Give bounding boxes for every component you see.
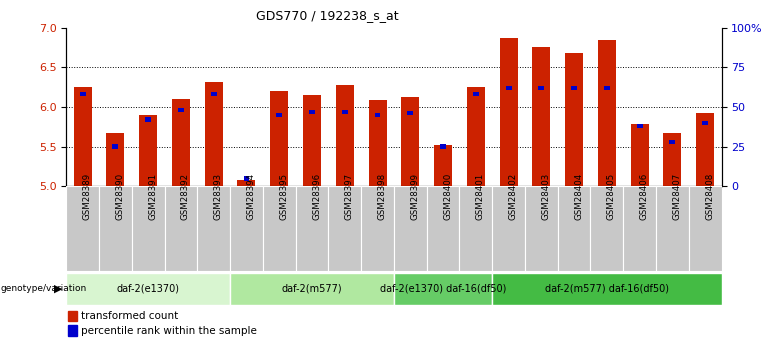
- Text: transformed count: transformed count: [81, 311, 179, 321]
- Text: GSM28406: GSM28406: [640, 173, 649, 220]
- Bar: [139, 115, 158, 186]
- Text: GSM28394: GSM28394: [246, 173, 256, 220]
- Text: GSM28398: GSM28398: [378, 173, 387, 220]
- Bar: [66, 186, 99, 271]
- Bar: [427, 186, 459, 271]
- Bar: [492, 186, 525, 271]
- Bar: [565, 53, 583, 186]
- Bar: [434, 145, 452, 186]
- Bar: [401, 97, 420, 186]
- Bar: [532, 47, 551, 186]
- Text: GSM28391: GSM28391: [148, 173, 158, 220]
- Bar: [99, 186, 132, 271]
- Text: GSM28407: GSM28407: [672, 173, 682, 220]
- Bar: [499, 38, 518, 186]
- Bar: [165, 186, 197, 271]
- Bar: [538, 86, 544, 90]
- Bar: [132, 186, 165, 271]
- Bar: [689, 186, 722, 271]
- Text: daf-2(e1370): daf-2(e1370): [117, 284, 179, 294]
- Text: GSM28399: GSM28399: [410, 173, 420, 220]
- Bar: [335, 85, 354, 186]
- Bar: [230, 273, 394, 305]
- Bar: [145, 117, 151, 122]
- Bar: [66, 273, 230, 305]
- Bar: [630, 125, 649, 186]
- Bar: [636, 124, 643, 128]
- Text: daf-2(e1370) daf-16(df50): daf-2(e1370) daf-16(df50): [380, 284, 506, 294]
- Bar: [525, 186, 558, 271]
- Bar: [172, 99, 190, 186]
- Bar: [473, 92, 479, 97]
- Bar: [669, 140, 675, 144]
- Text: GSM28400: GSM28400: [443, 173, 452, 220]
- Text: GSM28392: GSM28392: [181, 173, 190, 220]
- Bar: [663, 133, 682, 186]
- Text: GSM28396: GSM28396: [312, 173, 321, 220]
- Text: GSM28395: GSM28395: [279, 173, 289, 220]
- Bar: [696, 113, 714, 186]
- Text: GSM28403: GSM28403: [541, 173, 551, 220]
- Bar: [73, 87, 92, 186]
- Bar: [68, 311, 77, 321]
- Bar: [702, 121, 708, 125]
- Text: GSM28404: GSM28404: [574, 173, 583, 220]
- Bar: [309, 109, 315, 114]
- Bar: [237, 180, 256, 186]
- Bar: [211, 92, 217, 97]
- Bar: [342, 109, 348, 114]
- Text: GSM28408: GSM28408: [705, 173, 714, 220]
- Bar: [623, 186, 656, 271]
- Bar: [597, 39, 616, 186]
- Text: GSM28401: GSM28401: [476, 173, 485, 220]
- Text: GSM28390: GSM28390: [115, 173, 125, 220]
- Text: GSM28405: GSM28405: [607, 173, 616, 220]
- Bar: [466, 87, 485, 186]
- Bar: [263, 186, 296, 271]
- Bar: [112, 145, 119, 149]
- Bar: [656, 186, 689, 271]
- Bar: [270, 91, 289, 186]
- Bar: [394, 186, 427, 271]
- Bar: [276, 113, 282, 117]
- Bar: [590, 186, 623, 271]
- Text: percentile rank within the sample: percentile rank within the sample: [81, 326, 257, 336]
- Bar: [459, 186, 492, 271]
- Bar: [68, 325, 77, 336]
- Bar: [296, 186, 328, 271]
- Bar: [558, 186, 590, 271]
- Text: GSM28402: GSM28402: [509, 173, 518, 220]
- Bar: [204, 81, 223, 186]
- Bar: [440, 145, 446, 149]
- Bar: [407, 111, 413, 116]
- Text: daf-2(m577) daf-16(df50): daf-2(m577) daf-16(df50): [545, 284, 668, 294]
- Text: GSM28397: GSM28397: [345, 173, 354, 220]
- Text: GSM28393: GSM28393: [214, 173, 223, 220]
- Bar: [230, 186, 263, 271]
- Text: genotype/variation: genotype/variation: [1, 284, 87, 294]
- Text: GDS770 / 192238_s_at: GDS770 / 192238_s_at: [257, 9, 399, 22]
- Bar: [106, 133, 125, 186]
- Bar: [368, 100, 387, 186]
- Bar: [303, 95, 321, 186]
- Bar: [178, 108, 184, 112]
- Text: GSM28389: GSM28389: [83, 173, 92, 220]
- Bar: [197, 186, 230, 271]
- Bar: [492, 273, 722, 305]
- Text: ▶: ▶: [54, 284, 62, 294]
- Bar: [80, 92, 86, 97]
- Text: daf-2(m577): daf-2(m577): [282, 284, 342, 294]
- Bar: [243, 176, 250, 180]
- Bar: [571, 86, 577, 90]
- Bar: [328, 186, 361, 271]
- Bar: [374, 113, 381, 117]
- Bar: [361, 186, 394, 271]
- Bar: [394, 273, 492, 305]
- Bar: [604, 86, 610, 90]
- Bar: [505, 86, 512, 90]
